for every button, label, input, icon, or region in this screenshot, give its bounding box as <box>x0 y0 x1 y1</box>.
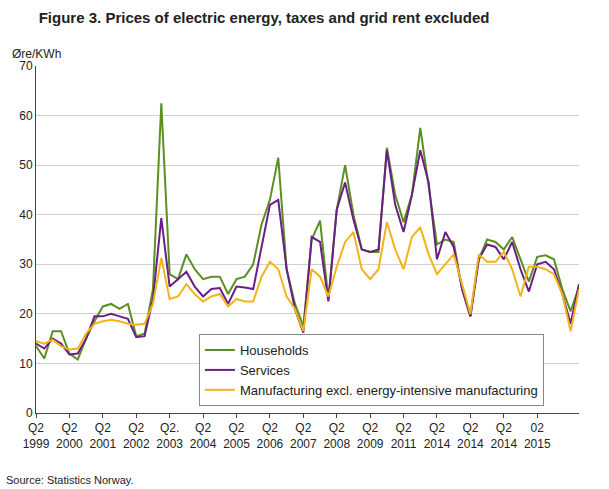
svg-text:Q22007: Q22007 <box>290 421 317 451</box>
svg-text:Figure 3. Prices of electric e: Figure 3. Prices of electric energy, tax… <box>39 9 490 26</box>
svg-text:20: 20 <box>19 307 33 321</box>
svg-text:Q22014: Q22014 <box>457 421 484 451</box>
svg-text:Q21999: Q21999 <box>23 421 50 451</box>
svg-text:40: 40 <box>19 208 33 222</box>
svg-text:30: 30 <box>19 257 33 271</box>
svg-text:10: 10 <box>19 357 33 371</box>
svg-text:Q22005: Q22005 <box>223 421 250 451</box>
svg-text:022015: 022015 <box>524 421 551 451</box>
svg-text:Q22014: Q22014 <box>490 421 517 451</box>
svg-text:Q22004: Q22004 <box>190 421 217 451</box>
svg-text:Q22001: Q22001 <box>89 421 116 451</box>
svg-text:Q22008: Q22008 <box>323 421 350 451</box>
svg-text:Q22014: Q22014 <box>424 421 451 451</box>
svg-text:0: 0 <box>26 406 33 420</box>
svg-text:Øre/KWh: Øre/KWh <box>12 47 61 61</box>
svg-text:Services: Services <box>240 363 290 378</box>
svg-text:50: 50 <box>19 158 33 172</box>
svg-text:Q22000: Q22000 <box>56 421 83 451</box>
svg-text:Source: Statistics Norway.: Source: Statistics Norway. <box>6 474 134 486</box>
svg-text:Q22006: Q22006 <box>257 421 284 451</box>
svg-text:Q22002: Q22002 <box>123 421 150 451</box>
svg-text:Q22009: Q22009 <box>357 421 384 451</box>
svg-text:Households: Households <box>240 343 309 358</box>
svg-text:70: 70 <box>19 59 33 73</box>
svg-text:Q22011: Q22011 <box>391 421 417 451</box>
svg-text:60: 60 <box>19 109 33 123</box>
svg-text:Manufacturing excl. energy-int: Manufacturing excl. energy-intensive man… <box>240 383 538 398</box>
svg-text:Q2.2003: Q2.2003 <box>156 421 183 451</box>
